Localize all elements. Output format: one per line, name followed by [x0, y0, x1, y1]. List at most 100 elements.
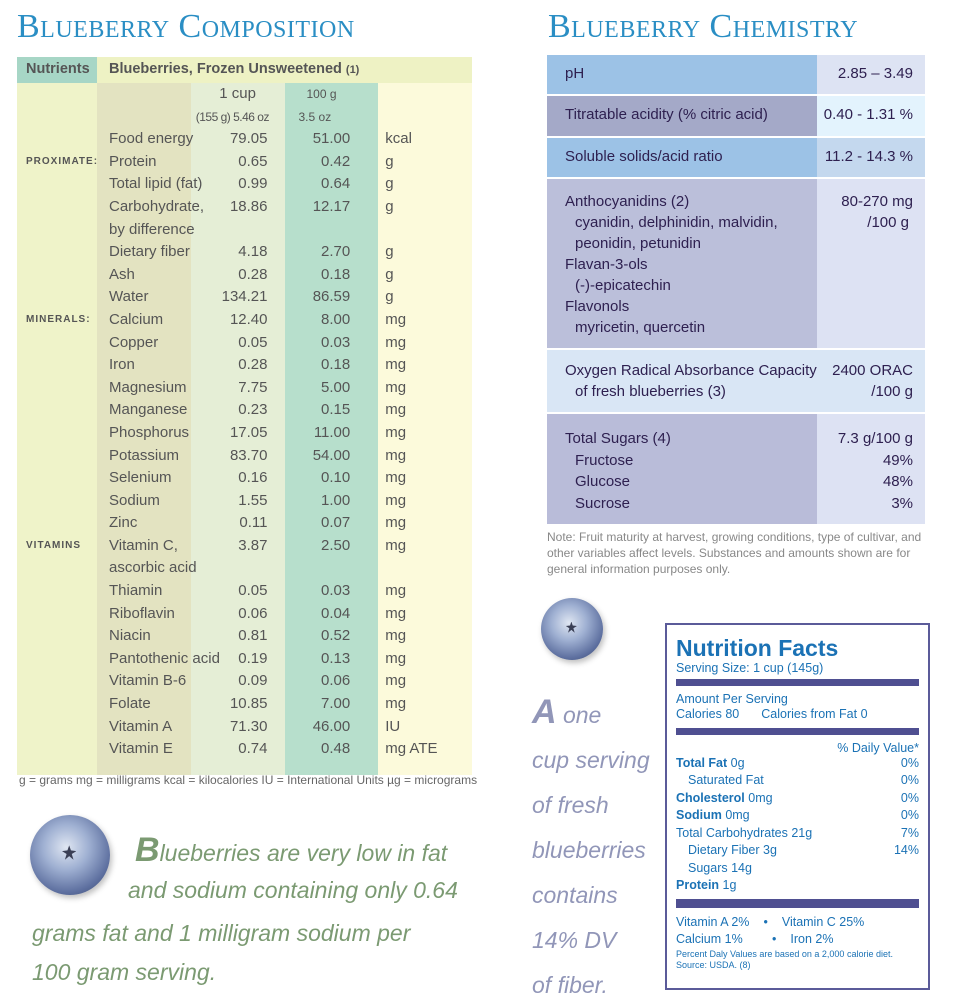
cell-cup: 18.86: [190, 195, 285, 219]
composition-title: Blueberry Composition: [17, 8, 355, 45]
cell-cup: [190, 557, 285, 581]
cell-section: [17, 354, 97, 377]
divider: [676, 679, 919, 686]
cell-section: [17, 715, 97, 739]
callout-left-line3: grams fat and 1 milligram sodium per: [32, 920, 411, 946]
anthocyanidins-cell: Anthocyanidins (2) cyanidin, delphinidin,…: [547, 178, 817, 350]
table-row: Iron 0.28 0.18 mg: [17, 354, 472, 377]
units-legend: g = grams mg = milligrams kcal = kilocal…: [19, 773, 478, 787]
cell-unit: mg: [378, 376, 472, 400]
cell-g100: 0.48: [284, 738, 379, 761]
table-row: Dietary fiber 4.18 2.70 g: [17, 241, 472, 264]
cell-section: [17, 647, 97, 671]
cell-g100: 0.42: [284, 150, 379, 174]
cell-g100: 86.59: [284, 286, 379, 309]
table-row: by difference: [17, 218, 472, 242]
nf-footnote: Percent Daly Values are based on a 2,000…: [676, 948, 893, 959]
table-row: Riboflavin 0.06 0.04 mg: [17, 602, 472, 626]
cell-section: [17, 331, 97, 355]
cell-cup: 4.18: [190, 241, 285, 264]
cell-unit: mg: [378, 421, 472, 445]
divider: [676, 898, 919, 908]
cell-unit: [378, 557, 472, 581]
table-row: Folate 10.85 7.00 mg: [17, 693, 472, 716]
cell-unit: mg: [378, 670, 472, 694]
cell-cup: 12.40: [190, 308, 285, 332]
cell-name: Vitamin B-6: [97, 670, 191, 694]
cell-section: [17, 693, 97, 716]
anthocyanidins-value: 80-270 mg/100 g: [817, 178, 925, 350]
cell-name: Niacin: [97, 625, 191, 648]
cell-g100: 11.00: [284, 421, 379, 445]
table-row: MINERALS: Calcium 12.40 8.00 mg: [17, 308, 472, 332]
cell-g100: 0.18: [284, 263, 379, 287]
cell-unit: mg: [378, 647, 472, 671]
cell-unit: mg: [378, 693, 472, 716]
cell-unit: mg: [378, 625, 472, 648]
cell-cup: 17.05: [190, 421, 285, 445]
table-row: Sodium 1.55 1.00 mg: [17, 489, 472, 513]
cell-unit: mg: [378, 602, 472, 626]
table-row: Water 134.21 86.59 g: [17, 286, 472, 309]
cell-section: [17, 263, 97, 287]
cell-name: Riboflavin: [97, 602, 191, 626]
cell-cup: 0.74: [190, 738, 285, 761]
table-row: VITAMINS Vitamin C, 3.87 2.50 mg: [17, 534, 472, 558]
cell-g100: 12.17: [284, 195, 379, 219]
cell-section: [17, 489, 97, 513]
cell-cup: 0.99: [190, 173, 285, 196]
cell-name: Pantothenic acid: [97, 647, 220, 671]
cell-section: VITAMINS: [17, 534, 97, 558]
chem-label: pH: [547, 55, 817, 96]
chem-value: 2.85 – 3.49: [817, 55, 925, 96]
cell-cup: 0.05: [190, 580, 285, 603]
cup-subheader: (155 g) 5.46 oz: [190, 105, 285, 129]
blueberry-image: [541, 598, 603, 660]
composition-table: Nutrients Blueberries, Frozen Unsweetened…: [17, 57, 472, 775]
table-row: Magnesium 7.75 5.00 mg: [17, 376, 472, 400]
cell-section: [17, 376, 97, 400]
100g-subheader: 3.5 oz: [284, 105, 379, 129]
cell-unit: IU: [378, 715, 472, 739]
cell-section: [17, 128, 97, 151]
cell-section: [17, 557, 97, 581]
table-row: Zinc 0.11 0.07 mg: [17, 512, 472, 535]
cell-cup: 0.81: [190, 625, 285, 648]
cell-name: Calcium: [97, 308, 191, 332]
cell-g100: 46.00: [284, 715, 379, 739]
cell-section: [17, 218, 97, 242]
cell-g100: 0.10: [284, 467, 379, 490]
cell-unit: mg ATE: [378, 738, 472, 761]
cell-name: Manganese: [97, 399, 191, 422]
nf-row-total-fat: Total Fat 0g 0%: [676, 755, 919, 770]
chem-value: 11.2 - 14.3 %: [817, 137, 925, 179]
cell-unit: [378, 218, 472, 242]
cell-name: Vitamin C,: [97, 534, 191, 558]
cell-section: [17, 467, 97, 490]
cell-g100: 0.18: [284, 354, 379, 377]
cell-section: [17, 399, 97, 422]
cell-cup: 0.05: [190, 331, 285, 355]
nutrients-header: Nutrients: [17, 57, 97, 83]
cell-g100: 0.15: [284, 399, 379, 422]
cell-g100: 2.70: [284, 241, 379, 264]
blueberry-image: [30, 815, 110, 895]
cell-name: Protein: [97, 150, 191, 174]
cell-name: Carbohydrate,: [97, 195, 204, 219]
cell-cup: 7.75: [190, 376, 285, 400]
nf-minerals-row: Calcium 1% • Iron 2%: [676, 932, 834, 946]
cell-unit: g: [378, 173, 472, 196]
table-row: ascorbic acid: [17, 557, 472, 581]
cell-name: ascorbic acid: [97, 557, 197, 581]
callout-left-line2: and sodium containing only 0.64: [128, 877, 458, 903]
chemistry-table: pH 2.85 – 3.49 Titratable acidity (% citr…: [547, 55, 925, 526]
cell-g100: 0.52: [284, 625, 379, 648]
cell-cup: 0.09: [190, 670, 285, 694]
table-row: Thiamin 0.05 0.03 mg: [17, 580, 472, 603]
table-row: Copper 0.05 0.03 mg: [17, 331, 472, 355]
cell-g100: 54.00: [284, 444, 379, 468]
nf-row-protein: Protein 1g: [676, 878, 737, 892]
cell-name: Folate: [97, 693, 191, 716]
table-row: Selenium 0.16 0.10 mg: [17, 467, 472, 490]
cell-name: Total lipid (fat): [97, 173, 202, 196]
